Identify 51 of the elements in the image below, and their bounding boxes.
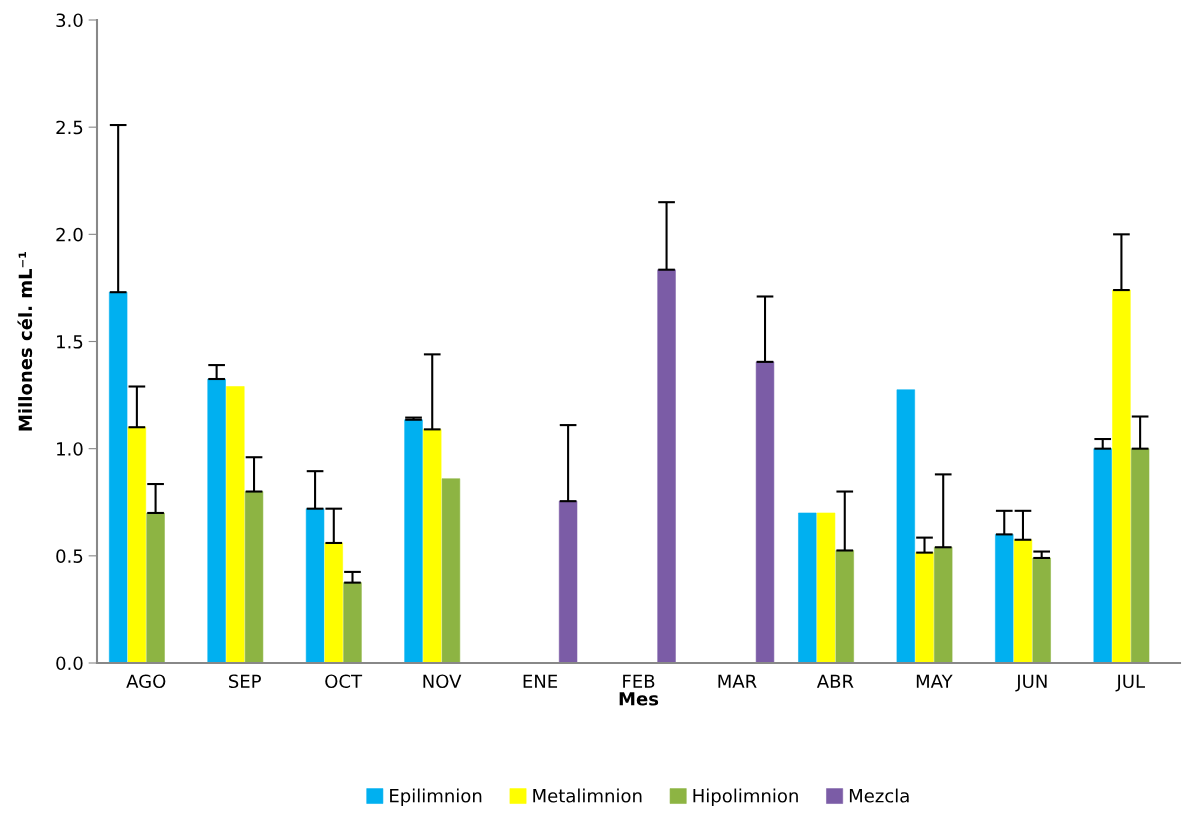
- bar: [423, 429, 442, 663]
- bar: [1032, 557, 1051, 663]
- bar: [1130, 448, 1150, 663]
- bar: [207, 378, 226, 663]
- bar: [915, 552, 934, 663]
- bar: [127, 426, 147, 663]
- x-tick-label: MAY: [916, 674, 953, 688]
- bar: [244, 491, 264, 663]
- bar: [343, 582, 362, 663]
- y-tick-label: 1.5: [57, 335, 83, 349]
- x-tick-label: NOV: [423, 674, 462, 689]
- bar: [755, 361, 775, 663]
- bar: [324, 542, 343, 663]
- x-tick-label: MAR: [718, 674, 757, 688]
- x-tick-label: FEB: [623, 674, 655, 688]
- bar: [305, 508, 325, 663]
- y-tick-label: 0.0: [56, 656, 83, 671]
- x-tick-label: ABR: [816, 674, 854, 688]
- y-tick-label: 2.0: [56, 227, 83, 242]
- x-tick-label: AGO: [126, 674, 166, 689]
- y-tick-label: 0.5: [56, 549, 83, 563]
- x-axis-title: Mes: [619, 692, 659, 706]
- legend-label: Epilimnion: [390, 788, 482, 807]
- bar: [816, 512, 836, 663]
- bar: [226, 386, 245, 663]
- bar: [896, 389, 915, 663]
- bar: [835, 550, 854, 663]
- y-tick-label: 3.0: [56, 13, 83, 28]
- bar: [441, 478, 461, 663]
- bar: [404, 419, 423, 663]
- legend-label: Mezcla: [849, 788, 909, 803]
- y-tick-label: 1.0: [57, 442, 83, 456]
- bar: [934, 546, 953, 663]
- x-tick-label: JUL: [1115, 674, 1145, 692]
- y-tick-label: 2.5: [56, 120, 83, 135]
- x-tick-label: SEP: [228, 674, 261, 689]
- bar: [1112, 289, 1131, 663]
- y-axis-title: Millones cél. mL⁻¹: [17, 251, 33, 431]
- x-tick-label: ENE: [523, 674, 558, 688]
- legend-label: Hipolimnion: [693, 788, 798, 807]
- bar: [995, 534, 1014, 663]
- bar: [558, 500, 578, 663]
- bar: [798, 512, 817, 663]
- legend-label: Metalimnion: [533, 788, 642, 803]
- x-tick-label: JUN: [1015, 674, 1047, 692]
- bar: [1013, 539, 1033, 663]
- bar: [1093, 448, 1112, 663]
- bar: [109, 291, 128, 663]
- bar: [146, 512, 165, 663]
- x-tick-label: OCT: [325, 674, 363, 689]
- bar: [657, 269, 676, 663]
